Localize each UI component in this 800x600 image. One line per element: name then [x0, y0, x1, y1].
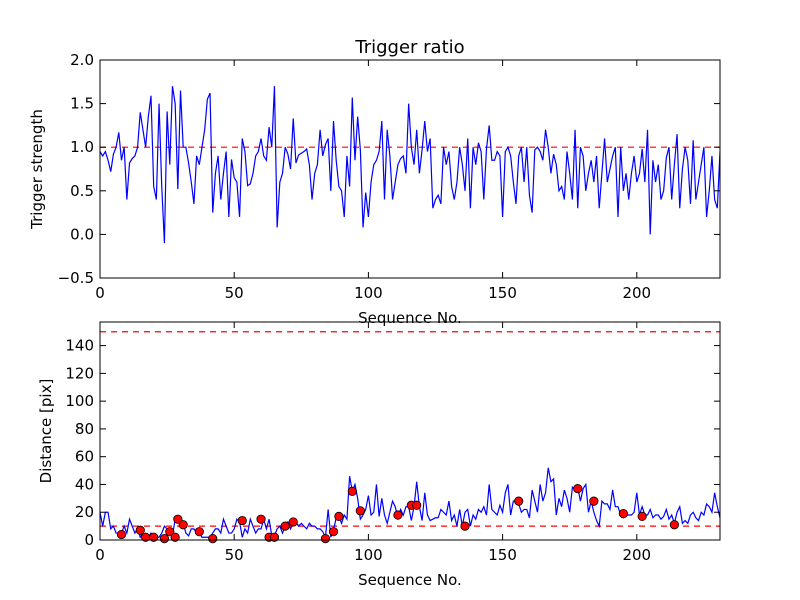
data-point-marker	[149, 532, 159, 542]
x-axis-ticks: 0 50 100 150 200	[95, 60, 651, 302]
x-tick-label: 0	[95, 284, 105, 302]
axes-frame	[99, 59, 721, 279]
data-point-marker	[347, 486, 357, 497]
data-point-marker	[116, 529, 127, 540]
data-point-marker	[328, 527, 339, 537]
plot-area	[100, 86, 720, 244]
data-point-marker	[194, 527, 204, 537]
data-point-marker	[669, 520, 679, 530]
axes-frame	[99, 321, 721, 541]
x-axis-label: Sequence No.	[358, 571, 462, 589]
data-point-marker	[334, 511, 344, 521]
y-tick-label: 40	[75, 475, 94, 493]
y-tick-label: −0.5	[58, 269, 94, 287]
data-point-marker	[637, 511, 647, 521]
y-tick-label: 120	[65, 364, 94, 382]
y-tick-label: 2.0	[70, 51, 94, 69]
y-tick-label: 20	[75, 503, 94, 521]
y-axis-ticks: 0 20 40 60 80 100 120 140	[65, 337, 720, 549]
data-point-marker	[412, 500, 422, 510]
y-tick-label: 1.0	[70, 138, 94, 156]
trigger-ratio-chart: Trigger ratio 0 50 100 150 200 −0.5 0.0 0.5 1.0…	[28, 37, 721, 327]
data-point-marker	[618, 509, 628, 519]
data-point-marker	[159, 534, 170, 544]
y-tick-label: 0	[84, 531, 94, 549]
data-point-marker	[135, 525, 145, 535]
data-point-marker	[173, 514, 183, 524]
x-tick-label: 150	[488, 546, 517, 564]
data-point-marker	[460, 521, 470, 531]
data-point-marker	[355, 506, 365, 516]
x-tick-label: 0	[95, 546, 105, 564]
y-tick-label: 0.5	[70, 182, 94, 200]
y-tick-label: 60	[75, 448, 94, 466]
data-point-marker	[178, 520, 188, 530]
data-point-marker	[320, 534, 331, 544]
y-tick-label: 100	[65, 392, 94, 410]
y-tick-label: 80	[75, 420, 94, 438]
data-point-marker	[269, 532, 280, 542]
data-point-marker	[573, 484, 583, 494]
x-tick-label: 200	[622, 546, 651, 564]
chart-title: Trigger ratio	[354, 37, 464, 58]
data-point-marker	[208, 534, 218, 544]
series-line	[100, 86, 720, 244]
y-tick-label: 140	[65, 337, 94, 355]
x-tick-label: 50	[225, 546, 244, 564]
distance-chart: 0 50 100 150 200 0 20 40 60 80 100 120 140 Sequence…	[37, 321, 721, 589]
plot-area	[100, 331, 720, 544]
x-axis-ticks: 0 50 100 150 200	[95, 322, 651, 564]
x-tick-label: 50	[225, 284, 244, 302]
data-point-marker	[165, 527, 175, 537]
y-axis-ticks: −0.5 0.0 0.5 1.0 1.5 2.0	[58, 51, 720, 287]
data-point-marker	[514, 496, 524, 506]
y-tick-label: 1.5	[70, 95, 94, 113]
x-tick-label: 200	[622, 284, 651, 302]
x-tick-label: 100	[354, 546, 383, 564]
x-tick-label: 100	[354, 284, 383, 302]
data-point-marker	[393, 510, 403, 520]
series-line	[100, 467, 720, 540]
data-point-marker	[237, 515, 247, 526]
data-point-marker	[589, 496, 599, 506]
data-point-marker	[288, 517, 298, 527]
y-tick-label: 0.0	[70, 225, 94, 243]
data-point-marker	[256, 514, 266, 524]
x-tick-label: 150	[488, 284, 517, 302]
y-axis-label: Distance [pix]	[37, 379, 55, 484]
y-axis-label: Trigger strength	[28, 109, 46, 230]
data-point-marker	[170, 532, 180, 542]
x-axis-label: Sequence No.	[358, 309, 462, 327]
data-point-marker	[280, 521, 290, 531]
